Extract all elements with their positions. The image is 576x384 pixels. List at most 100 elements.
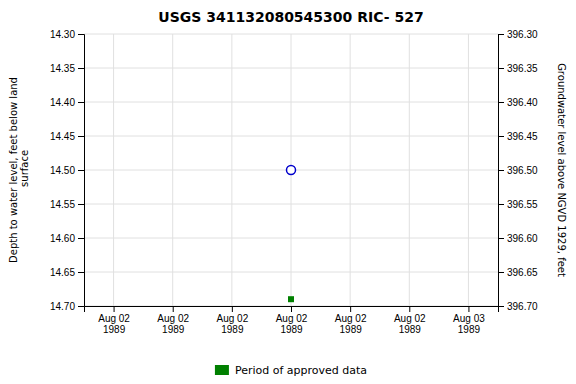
y-axis-title-line: surface bbox=[19, 150, 30, 190]
x-tick: Aug 021989 bbox=[335, 306, 367, 335]
y-tick: 14.35 bbox=[50, 63, 84, 74]
y-tick-label: 14.45 bbox=[50, 131, 75, 142]
y2-tick-label: 396.55 bbox=[507, 199, 538, 210]
y2-tick-mark bbox=[498, 170, 504, 171]
x-tick-label-line: Aug 03 bbox=[453, 313, 485, 324]
x-tick-label-line: 1989 bbox=[340, 324, 363, 335]
legend-item: Period of approved data bbox=[215, 364, 367, 377]
y-tick-mark bbox=[78, 306, 84, 307]
y-tick-mark bbox=[78, 34, 84, 35]
x-tick-label: Aug 021989 bbox=[335, 313, 367, 335]
y-tick-mark bbox=[78, 204, 84, 205]
y2-tick-mark bbox=[498, 306, 504, 307]
y-tick-label: 14.50 bbox=[50, 165, 75, 176]
y2-tick-mark bbox=[498, 204, 504, 205]
point bbox=[287, 166, 296, 175]
y2-tick: 396.55 bbox=[498, 199, 538, 210]
y2-tick-mark bbox=[498, 102, 504, 103]
legend-swatch bbox=[215, 365, 229, 375]
x-tick-mark bbox=[232, 306, 233, 312]
grid-line-x bbox=[231, 34, 232, 306]
x-tick: Aug 021989 bbox=[276, 306, 308, 335]
y-tick-mark bbox=[78, 68, 84, 69]
y2-tick: 396.40 bbox=[498, 97, 538, 108]
y2-tick-label: 396.30 bbox=[507, 29, 538, 40]
x-tick-label: Aug 021989 bbox=[217, 313, 249, 335]
y2-tick: 396.30 bbox=[498, 29, 538, 40]
y-tick-label: 14.55 bbox=[50, 199, 75, 210]
y2-tick-label: 396.60 bbox=[507, 233, 538, 244]
y2-tick: 396.65 bbox=[498, 267, 538, 278]
x-tick-mark bbox=[409, 306, 410, 312]
y-tick-mark bbox=[78, 238, 84, 239]
x-tick-mark bbox=[173, 306, 174, 312]
y-tick: 14.70 bbox=[50, 301, 84, 312]
y-tick: 14.45 bbox=[50, 131, 84, 142]
grid-line-x bbox=[468, 34, 469, 306]
y-tick-label: 14.60 bbox=[50, 233, 75, 244]
x-tick-label-line: 1989 bbox=[221, 324, 244, 335]
y-axis-title: Depth to water level, feet below land su… bbox=[8, 77, 30, 263]
x-tick: Aug 031989 bbox=[453, 306, 485, 335]
x-tick-label: Aug 021989 bbox=[276, 313, 308, 335]
x-tick-label-line: Aug 02 bbox=[217, 313, 249, 324]
y2-tick-mark bbox=[498, 136, 504, 137]
y2-tick-mark bbox=[498, 272, 504, 273]
y-tick-mark bbox=[78, 272, 84, 273]
points bbox=[287, 166, 296, 303]
y2-axis-title: Groundwater level above NGVD 1929, feet bbox=[556, 63, 567, 277]
grid-line-x bbox=[113, 34, 114, 306]
y-tick-label: 14.35 bbox=[50, 63, 75, 74]
y2-tick: 396.60 bbox=[498, 233, 538, 244]
y2-tick-label: 396.40 bbox=[507, 97, 538, 108]
y-tick: 14.60 bbox=[50, 233, 84, 244]
plot: Aug 021989Aug 021989Aug 021989Aug 021989… bbox=[50, 29, 538, 335]
y-tick: 14.40 bbox=[50, 97, 84, 108]
y-tick-mark bbox=[78, 170, 84, 171]
legend: Period of approved data bbox=[215, 364, 367, 377]
y2-tick-label: 396.35 bbox=[507, 63, 538, 74]
x-tick-label: Aug 021989 bbox=[98, 313, 130, 335]
y-tick-label: 14.65 bbox=[50, 267, 75, 278]
x-tick-label: Aug 031989 bbox=[453, 313, 485, 335]
x-tick-label-line: 1989 bbox=[162, 324, 185, 335]
y2-tick-mark bbox=[498, 68, 504, 69]
x-tick-label-line: 1989 bbox=[458, 324, 481, 335]
y2-tick: 396.45 bbox=[498, 131, 538, 142]
x-tick-mark bbox=[350, 306, 351, 312]
y2-tick: 396.50 bbox=[498, 165, 538, 176]
y2-tick-label: 396.65 bbox=[507, 267, 538, 278]
y2-tick-label: 396.70 bbox=[507, 301, 538, 312]
y2-tick: 396.35 bbox=[498, 63, 538, 74]
x-tick-mark bbox=[114, 306, 115, 312]
y-axis-line bbox=[78, 35, 85, 307]
x-tick: Aug 021989 bbox=[394, 306, 426, 335]
x-tick-label-line: Aug 02 bbox=[98, 313, 130, 324]
y-tick: 14.30 bbox=[50, 29, 84, 40]
grid-line-x bbox=[409, 34, 410, 306]
y-tick-mark bbox=[78, 136, 84, 137]
x-tick: Aug 021989 bbox=[98, 306, 130, 335]
x-tick-label-line: 1989 bbox=[280, 324, 303, 335]
y-tick: 14.50 bbox=[50, 165, 84, 176]
grid-line-x bbox=[172, 34, 173, 306]
x-tick-label-line: Aug 02 bbox=[335, 313, 367, 324]
x-axis: Aug 021989Aug 021989Aug 021989Aug 021989… bbox=[85, 306, 499, 335]
y-tick-label: 14.40 bbox=[50, 97, 75, 108]
y2-tick-mark bbox=[498, 238, 504, 239]
chart: Aug 021989Aug 021989Aug 021989Aug 021989… bbox=[0, 0, 576, 384]
x-axis-line bbox=[85, 307, 499, 313]
y-tick-label: 14.30 bbox=[50, 29, 75, 40]
y2-tick: 396.70 bbox=[498, 301, 538, 312]
x-tick-label-line: 1989 bbox=[103, 324, 126, 335]
x-tick-label-line: Aug 02 bbox=[157, 313, 189, 324]
y-tick: 14.55 bbox=[50, 199, 84, 210]
y2-tick-label: 396.45 bbox=[507, 131, 538, 142]
y-axis-title-line: Depth to water level, feet below land bbox=[8, 77, 19, 263]
y-tick: 14.65 bbox=[50, 267, 84, 278]
y-tick-label: 14.70 bbox=[50, 301, 75, 312]
x-tick-label: Aug 021989 bbox=[157, 313, 189, 335]
grid bbox=[84, 34, 498, 306]
y2-tick-mark bbox=[498, 34, 504, 35]
y2-axis-line bbox=[499, 35, 505, 307]
